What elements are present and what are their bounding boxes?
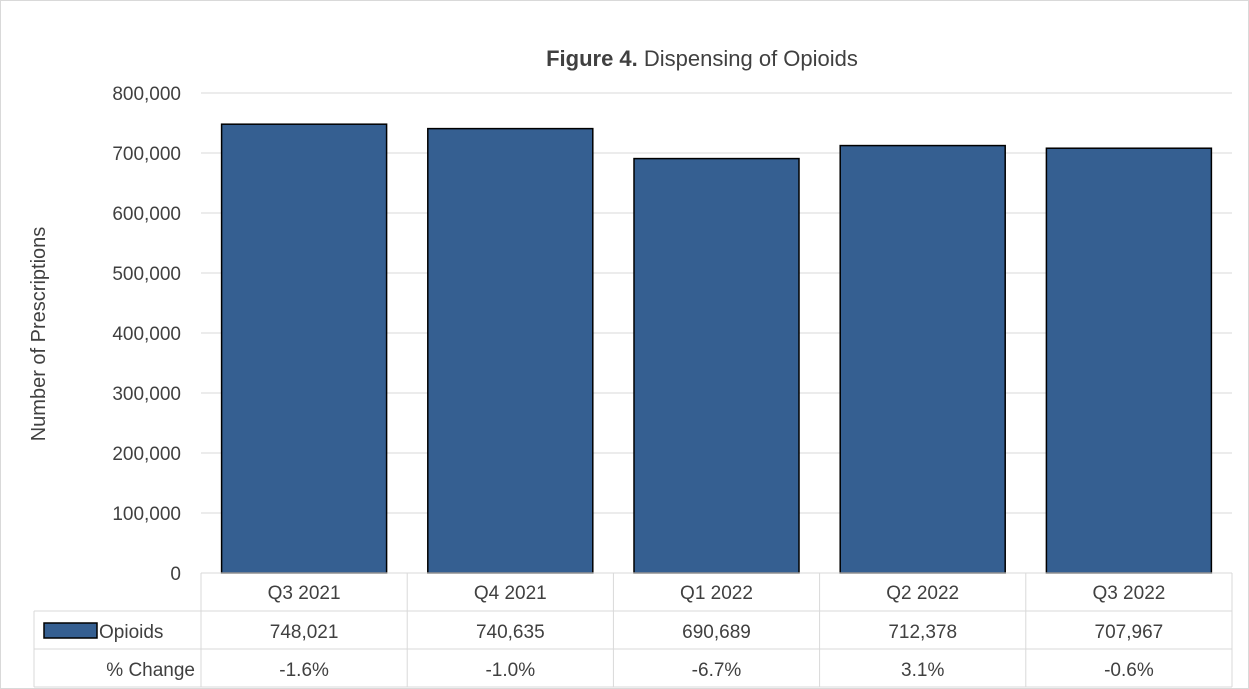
table-cell: 712,378: [888, 622, 957, 643]
table-cell: -0.6%: [1104, 660, 1154, 681]
table-cell: 740,635: [476, 622, 545, 643]
chart-title: Figure 4. Dispensing of Opioids: [546, 46, 858, 71]
chart-title-rest: Dispensing of Opioids: [638, 46, 858, 71]
y-tick-label: 200,000: [112, 444, 181, 465]
data-table: Q3 2021 Q4 2021 Q1 2022 Q2 2022 Q3 2022 Opioi…: [33, 572, 1233, 688]
table-row-label: % Change: [106, 660, 195, 681]
bar: [427, 127, 594, 574]
table-cell: 707,967: [1095, 622, 1164, 643]
y-tick-label: 400,000: [112, 324, 181, 345]
y-tick-label: 800,000: [112, 84, 181, 105]
y-axis-label: Number of Prescriptions: [28, 227, 50, 442]
category-label: Q1 2022: [680, 583, 753, 604]
bar: [220, 123, 388, 574]
category-label: Q2 2022: [886, 583, 959, 604]
bar: [633, 157, 800, 574]
category-label: Q3 2022: [1092, 583, 1165, 604]
bar: [1045, 147, 1213, 574]
table-cell: -6.7%: [692, 660, 742, 681]
table-cell: 3.1%: [901, 660, 944, 681]
chart-title-bold: Figure 4.: [546, 46, 638, 71]
y-tick-label: 100,000: [112, 504, 181, 525]
y-tick-label: 600,000: [112, 204, 181, 225]
table-cell: 748,021: [270, 622, 339, 643]
y-axis-ticks: 0 100,000 200,000 300,000 400,000 500,000 600,…: [112, 84, 181, 585]
legend-key: [43, 622, 98, 639]
category-label: Q4 2021: [474, 583, 547, 604]
bars: [220, 123, 1213, 574]
table-row-label: Opioids: [99, 622, 163, 643]
y-tick-label: 500,000: [112, 264, 181, 285]
y-tick-label: 0: [170, 564, 181, 585]
table-cell: 690,689: [682, 622, 751, 643]
y-tick-label: 700,000: [112, 144, 181, 165]
bar: [839, 144, 1006, 574]
table-cell: -1.6%: [279, 660, 329, 681]
y-tick-label: 300,000: [112, 384, 181, 405]
category-label: Q3 2021: [268, 583, 341, 604]
table-cell: -1.0%: [485, 660, 535, 681]
